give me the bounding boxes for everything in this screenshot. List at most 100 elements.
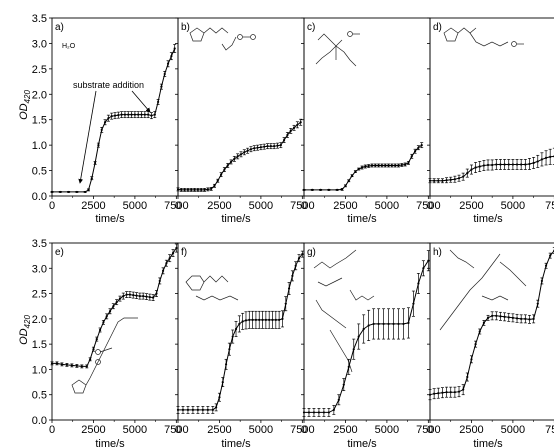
data-point-f xyxy=(271,318,274,321)
data-point-b xyxy=(279,144,282,147)
y-axis-title-bottom-main: OD xyxy=(18,328,30,345)
data-point-f xyxy=(297,257,301,260)
data-point-c xyxy=(400,163,403,167)
data-point-d xyxy=(549,155,552,158)
data-point-f xyxy=(268,318,271,321)
data-point-a xyxy=(130,113,133,116)
data-point-a xyxy=(75,190,78,194)
data-point-b xyxy=(200,188,203,191)
x-tick-label-d: 0 xyxy=(427,200,433,212)
data-point-h xyxy=(520,317,523,320)
data-point-e xyxy=(161,269,165,272)
data-point-b xyxy=(243,151,246,154)
data-point-a xyxy=(90,177,93,180)
data-point-b xyxy=(216,179,219,182)
data-point-f xyxy=(206,408,209,411)
data-point-d xyxy=(515,163,519,166)
panel-g: 0 2500 5000 7500 g) xyxy=(301,242,441,436)
data-point-g xyxy=(317,411,321,414)
data-point-f xyxy=(221,380,224,384)
data-point-a xyxy=(94,161,97,165)
x-tick-label-d: 5000 xyxy=(501,200,525,212)
data-point-h xyxy=(503,315,506,318)
x-tick-label-g: 5000 xyxy=(375,424,399,436)
data-point-e xyxy=(138,295,141,298)
y-tick-label-e: 0.5 xyxy=(32,390,47,402)
data-point-d xyxy=(544,156,548,159)
data-point-e xyxy=(115,301,118,304)
panel-label-g: g) xyxy=(307,247,316,258)
x-tick-label-c: 7500 xyxy=(416,200,440,212)
data-point-b xyxy=(266,145,269,148)
data-point-g xyxy=(337,398,340,401)
data-point-g xyxy=(417,282,420,285)
y-axis-title-top-main: OD xyxy=(18,103,30,120)
data-point-h xyxy=(540,279,544,283)
data-point-c xyxy=(420,144,423,147)
data-point-a xyxy=(147,113,150,116)
data-point-d xyxy=(482,164,485,167)
data-point-d xyxy=(499,163,502,166)
data-point-e xyxy=(75,364,78,367)
data-point-f xyxy=(231,335,234,338)
data-point-g xyxy=(347,365,350,368)
data-point-a xyxy=(140,113,143,116)
data-point-a xyxy=(50,190,54,194)
panel-label-h: h) xyxy=(433,247,442,258)
structure-f xyxy=(185,275,239,301)
data-point-e xyxy=(148,296,151,299)
data-point-a xyxy=(153,113,156,116)
data-point-f xyxy=(215,406,218,409)
data-point-e xyxy=(142,295,145,298)
data-point-f xyxy=(181,408,185,411)
data-point-h xyxy=(515,317,519,320)
data-point-c xyxy=(387,164,390,167)
data-point-b xyxy=(229,160,233,164)
data-point-f xyxy=(291,274,294,277)
data-point-e xyxy=(158,279,161,283)
data-point-d xyxy=(478,165,481,168)
data-point-b xyxy=(206,188,209,191)
data-point-a xyxy=(127,113,130,116)
data-point-h xyxy=(445,391,448,394)
data-point-h xyxy=(474,343,477,346)
data-point-a xyxy=(87,188,90,191)
x-tick-label-f: 0 xyxy=(175,424,181,436)
y-axis-title-bottom: OD420 xyxy=(18,315,32,345)
data-point-e xyxy=(135,294,138,297)
data-point-g xyxy=(407,321,410,325)
panel-c: 0 2500 5000 7500 c) xyxy=(301,17,441,212)
data-point-d xyxy=(441,179,444,182)
x-tick-label-g: 7500 xyxy=(416,424,440,436)
data-point-b xyxy=(283,138,286,142)
x-tick-label-h: 750 xyxy=(545,424,554,436)
plot-frame-b xyxy=(177,17,305,197)
data-point-a xyxy=(170,55,173,58)
x-axis-title-d: time/s xyxy=(473,213,503,225)
data-point-b xyxy=(289,129,292,133)
panel-label-d: d) xyxy=(433,22,442,33)
data-point-b xyxy=(256,146,259,149)
data-point-g xyxy=(412,302,415,305)
data-point-g xyxy=(387,322,390,326)
x-axis-title-a: time/s xyxy=(95,213,125,225)
x-tick-label-a: 5000 xyxy=(123,200,147,212)
data-point-h xyxy=(466,375,469,379)
x-tick-label-g: 0 xyxy=(301,424,307,436)
data-point-c xyxy=(390,164,393,167)
data-point-h xyxy=(507,316,510,319)
data-point-c xyxy=(413,150,417,153)
data-point-a xyxy=(107,117,110,120)
data-point-d xyxy=(457,177,461,180)
data-point-f xyxy=(284,302,287,305)
panel-label-f: f) xyxy=(181,247,187,258)
x-tick-label-f: 5000 xyxy=(249,424,273,436)
data-point-c xyxy=(311,188,314,191)
data-point-f xyxy=(218,396,221,399)
x-tick-label-a: 0 xyxy=(49,200,55,212)
x-tick-label-h: 0 xyxy=(427,424,433,436)
data-point-g xyxy=(327,411,330,414)
data-point-g xyxy=(302,411,306,414)
data-point-b xyxy=(259,146,262,149)
data-point-f xyxy=(287,287,291,290)
